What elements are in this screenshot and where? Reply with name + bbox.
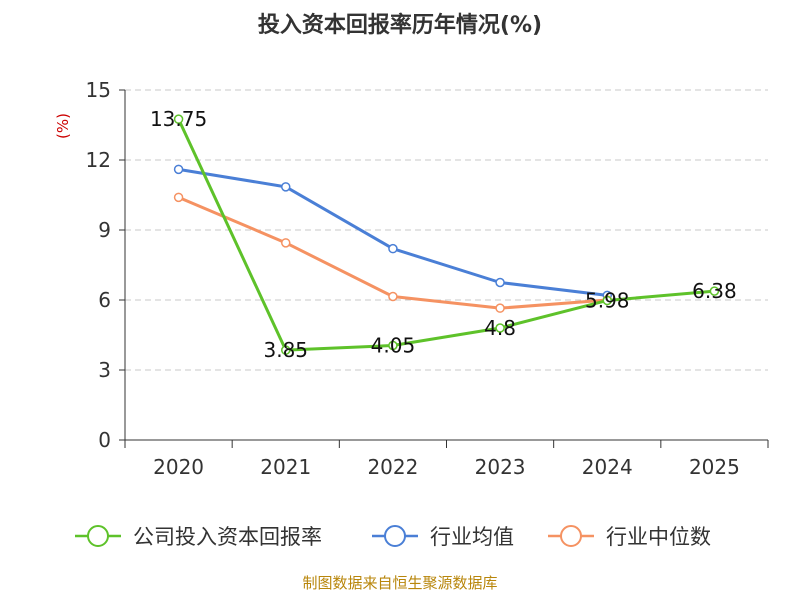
legend-swatch-marker: [560, 525, 582, 547]
series-point-0: [281, 345, 291, 355]
series-point-1: [495, 277, 505, 288]
data-labels: 13.75 3.85 4.05 4.8 5.98 6.38: [150, 107, 737, 362]
series-point-0: [709, 286, 720, 296]
series-line-1: [178, 167, 608, 297]
legend-swatch-marker: [87, 525, 109, 547]
series-point-2: [495, 303, 505, 313]
x-tick-label: 2021: [260, 455, 311, 479]
legend-swatch-marker: [384, 525, 406, 547]
series-point-2: [173, 192, 184, 203]
series-point-0: [173, 114, 184, 124]
series-point-2: [281, 238, 291, 248]
legend-label: 公司投入资本回报率: [133, 525, 322, 549]
series-point-0: [602, 295, 612, 306]
series-point-1: [173, 164, 184, 175]
series-line-0: [177, 118, 715, 352]
x-tick-label: 2023: [475, 455, 526, 479]
series-point-2: [388, 291, 398, 302]
data-label: 13.75: [150, 107, 207, 131]
data-label: 4.05: [371, 334, 416, 358]
grid-lines: [125, 89, 768, 371]
legend-label: 行业均值: [430, 525, 514, 549]
data-label: 4.8: [484, 316, 516, 340]
data-label: 5.98: [585, 288, 630, 312]
legend: 公司投入资本回报率 行业均值 行业中位数: [75, 525, 711, 549]
series-lines: [173, 114, 720, 355]
series-point-0: [388, 340, 398, 351]
data-label: 6.38: [692, 279, 737, 303]
y-tick-label: 12: [86, 148, 111, 172]
x-tick-label: 2025: [689, 455, 740, 479]
data-label: 3.85: [263, 338, 308, 362]
y-tick-label: 9: [98, 218, 111, 242]
y-axis-label: (%): [54, 113, 72, 139]
source-note: 制图数据来自恒生聚源数据库: [302, 574, 497, 592]
x-tick-label: 2024: [582, 455, 633, 479]
series-point-1: [281, 182, 291, 192]
y-tick-label: 15: [86, 78, 111, 102]
x-tick-label: 2022: [367, 455, 418, 479]
legend-label: 行业中位数: [606, 525, 711, 549]
series-point-1: [388, 243, 398, 254]
y-tick-label: 6: [98, 288, 111, 312]
x-tick-label: 2020: [153, 455, 204, 479]
y-tick-label: 0: [98, 428, 111, 452]
chart-title: 投入资本回报率历年情况(%): [258, 12, 542, 38]
axes: 0 3 6 9 12 15 2020 2021 2022 2023 2024 2025: [86, 78, 769, 479]
series-point-0: [495, 323, 505, 333]
y-tick-label: 3: [98, 358, 111, 382]
